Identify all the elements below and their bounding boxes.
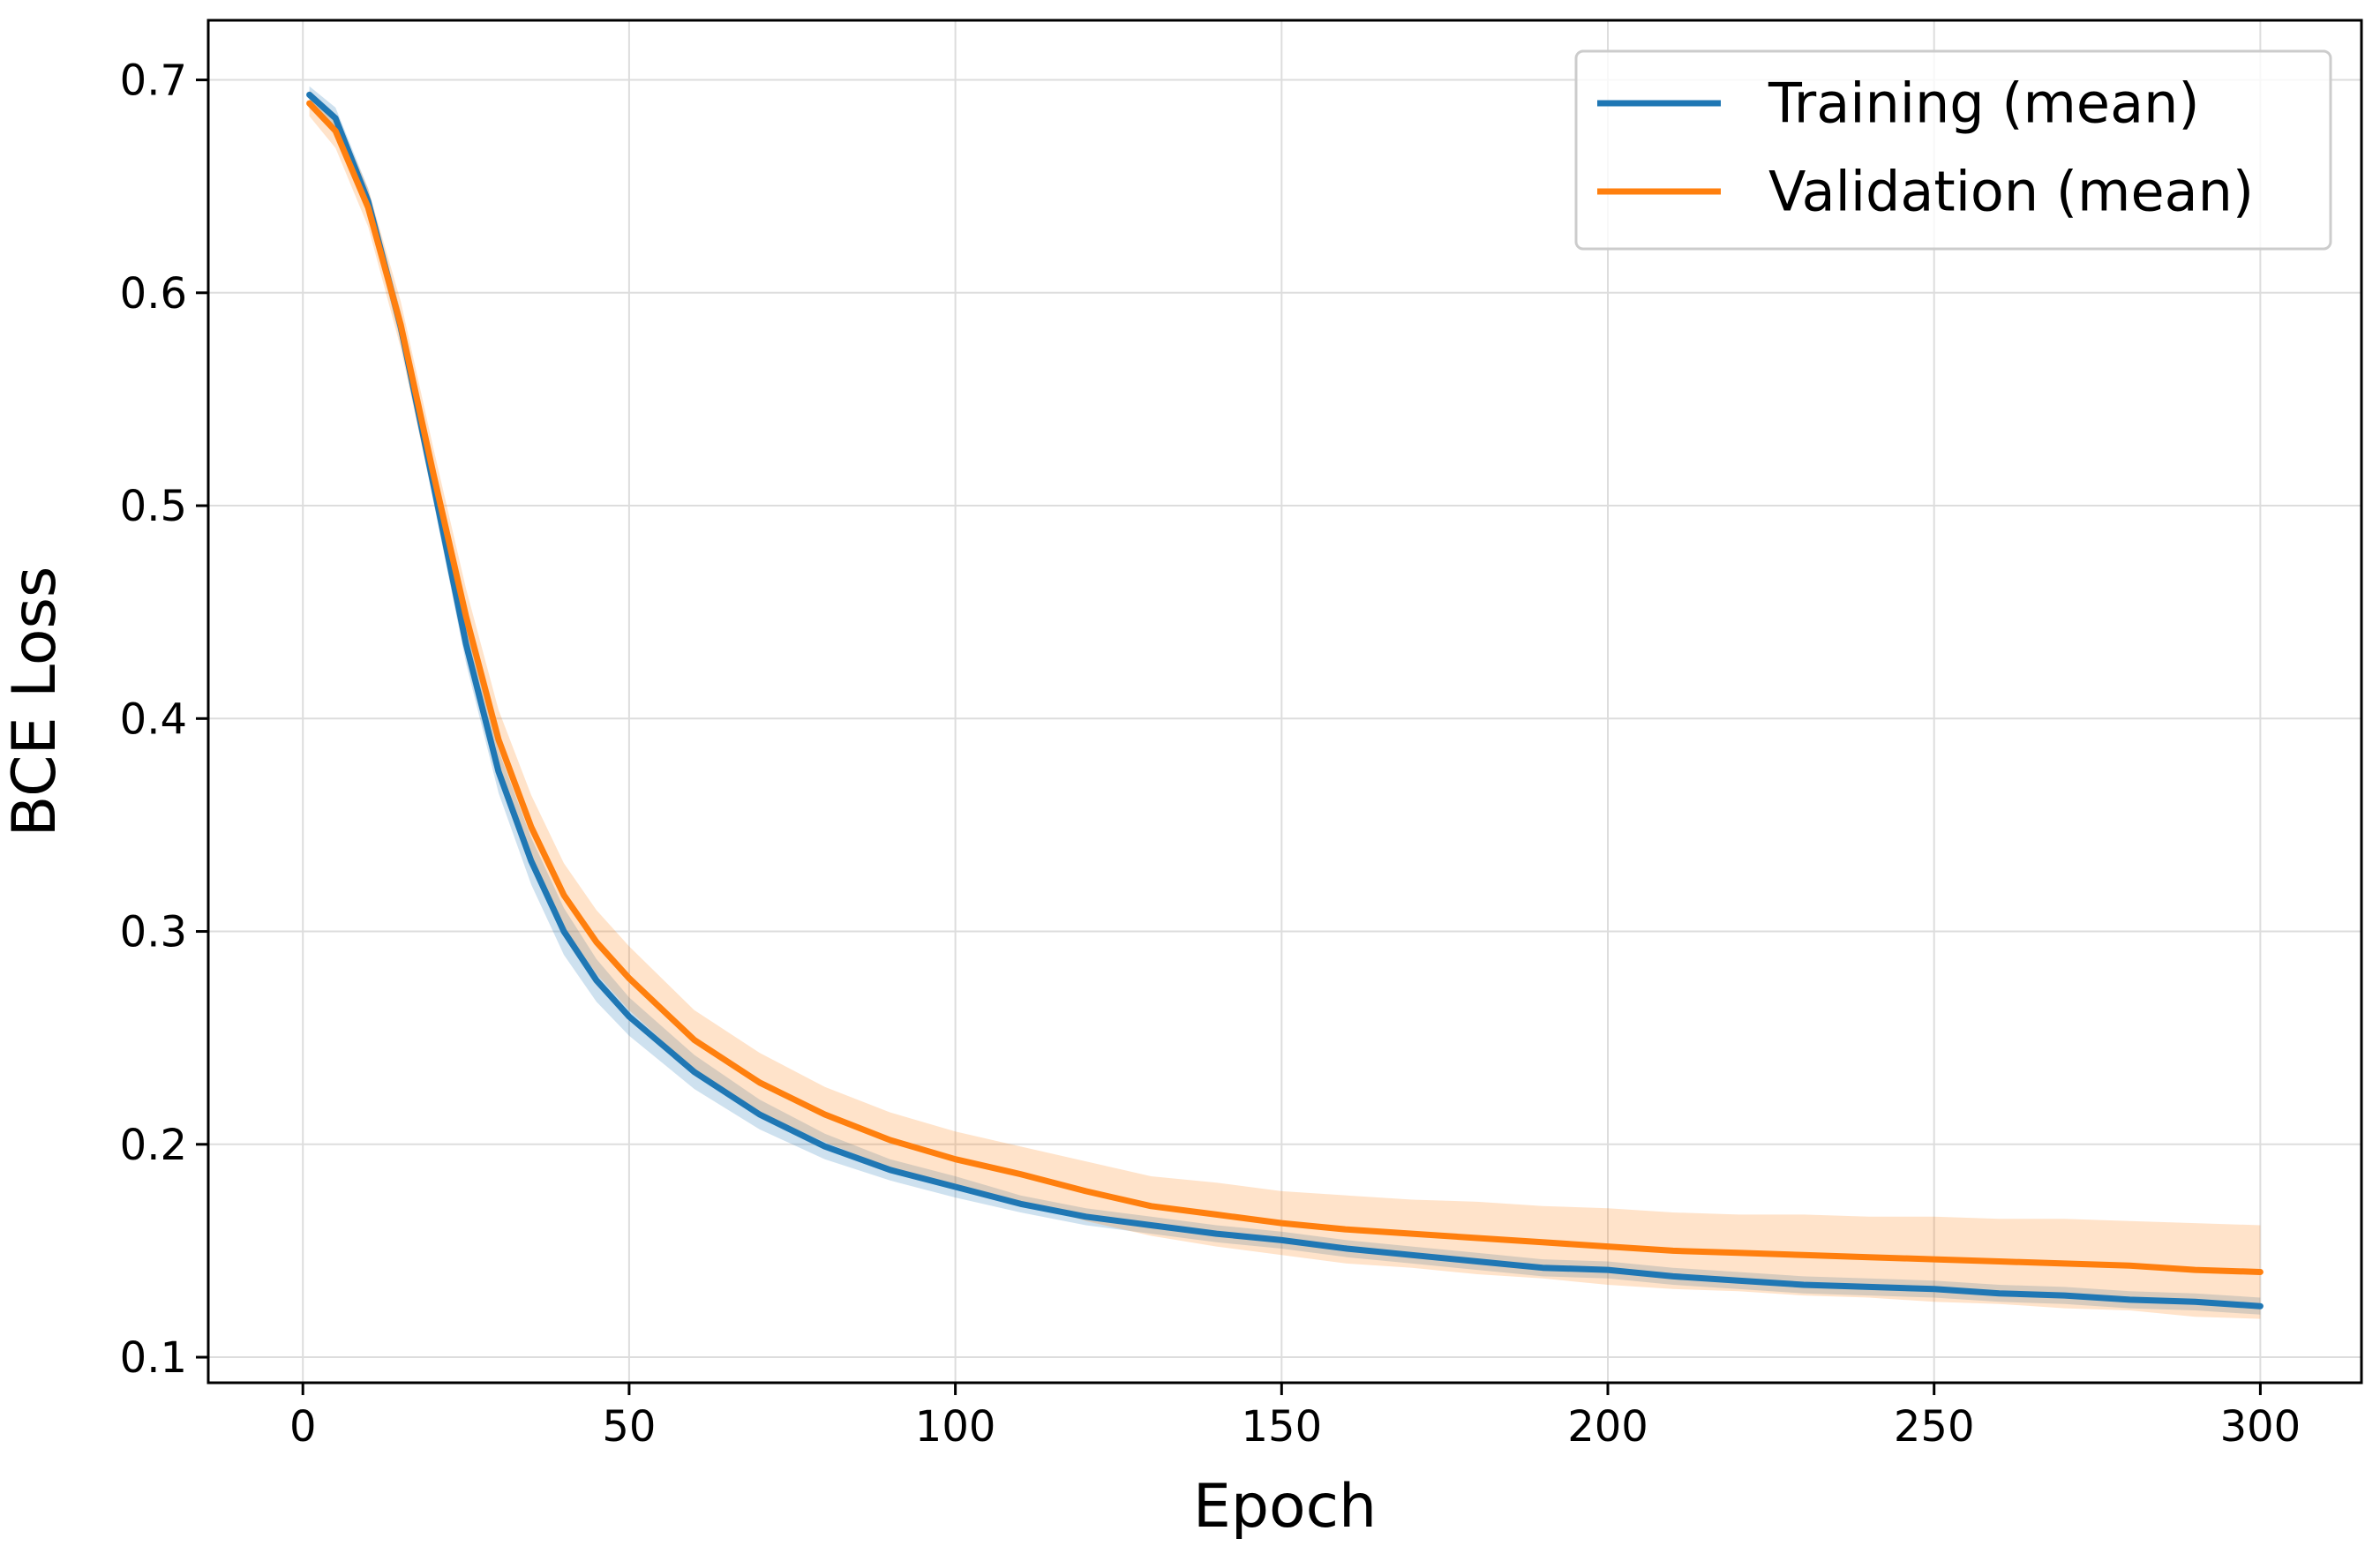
x-axis-title: Epoch — [1193, 1472, 1377, 1542]
training-line — [306, 91, 2264, 1310]
legend-label-training: Training (mean) — [1768, 71, 2200, 136]
grid — [208, 20, 2361, 1383]
x-tick-label: 250 — [1894, 1402, 1975, 1452]
legend-label-validation: Validation (mean) — [1768, 160, 2254, 224]
legend: Training (mean) Validation (mean) — [1574, 49, 2332, 251]
validation-line — [306, 100, 2264, 1275]
y-tick-label: 0.2 — [120, 1121, 187, 1170]
y-axis-title: BCE Loss — [0, 567, 70, 837]
series-lines — [306, 91, 2264, 1310]
x-tick-label: 0 — [289, 1402, 317, 1452]
y-tick-label: 0.1 — [120, 1333, 187, 1383]
plot-frame — [206, 19, 2363, 1385]
x-tick-label: 200 — [1567, 1402, 1648, 1452]
y-tick-label: 0.5 — [120, 482, 187, 531]
x-tick-label: 150 — [1241, 1402, 1322, 1452]
legend-box — [1574, 49, 2332, 251]
x-tick-label: 50 — [602, 1402, 656, 1452]
x-tick-label: 100 — [915, 1402, 996, 1452]
y-tick-label: 0.4 — [120, 694, 187, 744]
y-tick-label: 0.7 — [120, 56, 187, 106]
x-tick-label: 300 — [2220, 1402, 2301, 1452]
y-tick-label: 0.6 — [120, 269, 187, 319]
y-tick-label: 0.3 — [120, 908, 187, 957]
axis-ticks: 0 50 100 150 200 250 300 0.1 0.2 0.3 0.4 0.5 0.6 0.7 — [120, 56, 2301, 1452]
